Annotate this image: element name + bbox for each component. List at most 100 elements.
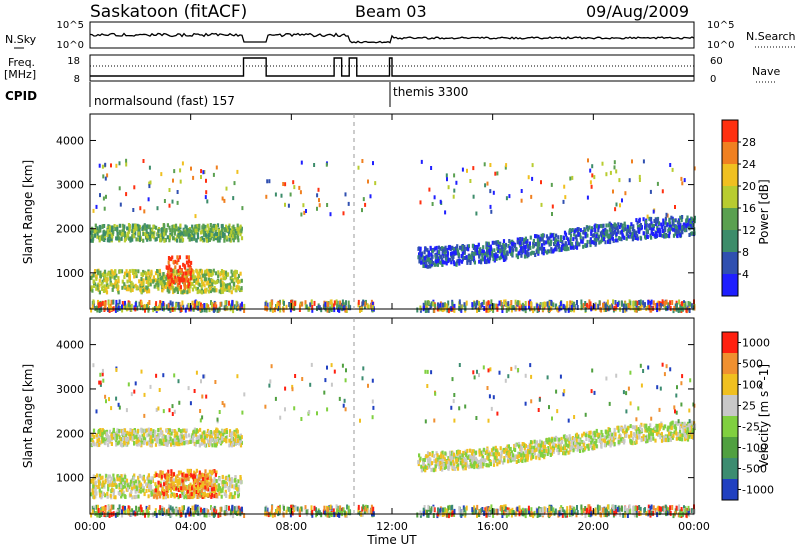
echo-cell	[683, 225, 686, 230]
echo-cell	[229, 238, 232, 242]
echo-cell	[622, 303, 625, 309]
echo-cell	[214, 234, 217, 239]
echo-cell	[178, 238, 182, 243]
echo-cell	[466, 168, 468, 173]
echo-cell	[176, 287, 179, 292]
echo-cell	[493, 258, 496, 263]
echo-cell	[104, 176, 107, 181]
echo-cell	[501, 460, 505, 465]
echo-cell	[232, 238, 235, 243]
echo-cell	[605, 232, 608, 237]
echo-cell	[143, 428, 146, 433]
echo-cell	[683, 303, 686, 309]
echo-cell	[144, 226, 147, 231]
echo-cell	[160, 474, 163, 479]
echo-cell	[97, 437, 100, 442]
echo-cell	[649, 189, 652, 194]
echo-cell	[607, 239, 610, 244]
echo-cell	[161, 435, 164, 440]
echo-cell	[609, 222, 612, 227]
echo-cell	[142, 476, 145, 481]
echo-cell	[209, 286, 212, 291]
echo-cell	[155, 282, 158, 287]
echo-cell	[236, 487, 239, 491]
echo-cell	[175, 431, 178, 436]
echo-cell	[161, 303, 164, 309]
cpid-row: CPID normalsound (fast) 157 themis 3300	[5, 82, 468, 108]
echo-cell	[240, 440, 243, 445]
echo-cell	[92, 299, 95, 305]
echo-cell	[172, 441, 175, 445]
echo-cell	[142, 486, 145, 491]
echo-cell	[98, 442, 101, 447]
echo-cell	[147, 494, 150, 499]
echo-cell	[170, 486, 173, 490]
echo-cell	[557, 235, 560, 240]
echo-cell	[666, 222, 669, 227]
echo-cell	[225, 228, 228, 233]
echo-cell	[144, 287, 147, 292]
echo-cell	[189, 284, 192, 289]
echo-cell	[133, 269, 136, 274]
echo-cell	[159, 483, 162, 488]
echo-cell	[209, 441, 212, 446]
echo-cell	[676, 234, 679, 239]
echo-cell	[181, 479, 184, 484]
echo-cell	[624, 224, 627, 229]
echo-cell	[659, 233, 662, 238]
echo-cell	[632, 236, 635, 241]
echo-cell	[96, 226, 99, 231]
echo-cell	[117, 276, 120, 281]
echo-cell	[471, 243, 474, 248]
echo-cell	[463, 249, 466, 254]
echo-cell	[182, 262, 185, 267]
echo-cell	[223, 198, 226, 203]
echo-cell	[533, 451, 537, 456]
echo-cell	[432, 261, 435, 265]
echo-cell	[490, 249, 493, 254]
echo-cell	[108, 231, 111, 236]
date-label: 09/Aug/2009	[586, 2, 689, 21]
echo-cell	[524, 305, 527, 311]
echo-cell	[554, 238, 557, 243]
echo-cell	[123, 271, 127, 276]
echo-cell	[449, 245, 452, 250]
echo-cell	[502, 258, 506, 262]
echo-cell	[680, 218, 683, 222]
echo-cell	[689, 223, 692, 228]
echo-cell	[531, 250, 534, 255]
echo-cell	[318, 198, 320, 203]
echo-cell	[216, 238, 220, 243]
nsky-panel: N.Sky 10^5 10^0 10^5 10^0 N.Search	[5, 20, 797, 51]
echo-cell	[587, 158, 589, 163]
echo-cell	[232, 441, 235, 446]
echo-cell	[108, 271, 111, 276]
echo-cell	[201, 438, 204, 443]
echo-cell	[317, 187, 320, 192]
echo-cell	[654, 231, 658, 236]
echo-cell	[152, 307, 155, 313]
echo-cell	[427, 253, 430, 258]
echo-cell	[692, 435, 695, 440]
echo-cell	[107, 236, 110, 240]
echo-cell	[147, 197, 150, 202]
echo-cell	[186, 304, 189, 310]
echo-cell	[606, 229, 609, 234]
echo-cell	[124, 433, 127, 438]
echo-cell	[149, 180, 152, 185]
echo-cell	[184, 278, 187, 283]
echo-cell	[692, 305, 695, 311]
echo-cell	[418, 259, 421, 264]
echo-cell	[200, 269, 204, 274]
echo-cell	[265, 194, 268, 199]
echo-cell	[240, 228, 243, 233]
echo-cell	[527, 253, 530, 258]
echo-cell	[508, 249, 511, 253]
echo-cell	[131, 234, 134, 239]
echo-cell	[444, 461, 447, 466]
echo-cell	[498, 300, 501, 306]
echo-cell	[208, 273, 211, 278]
echo-cell	[467, 244, 470, 249]
echo-cell	[146, 441, 149, 446]
echo-cell	[112, 483, 115, 487]
